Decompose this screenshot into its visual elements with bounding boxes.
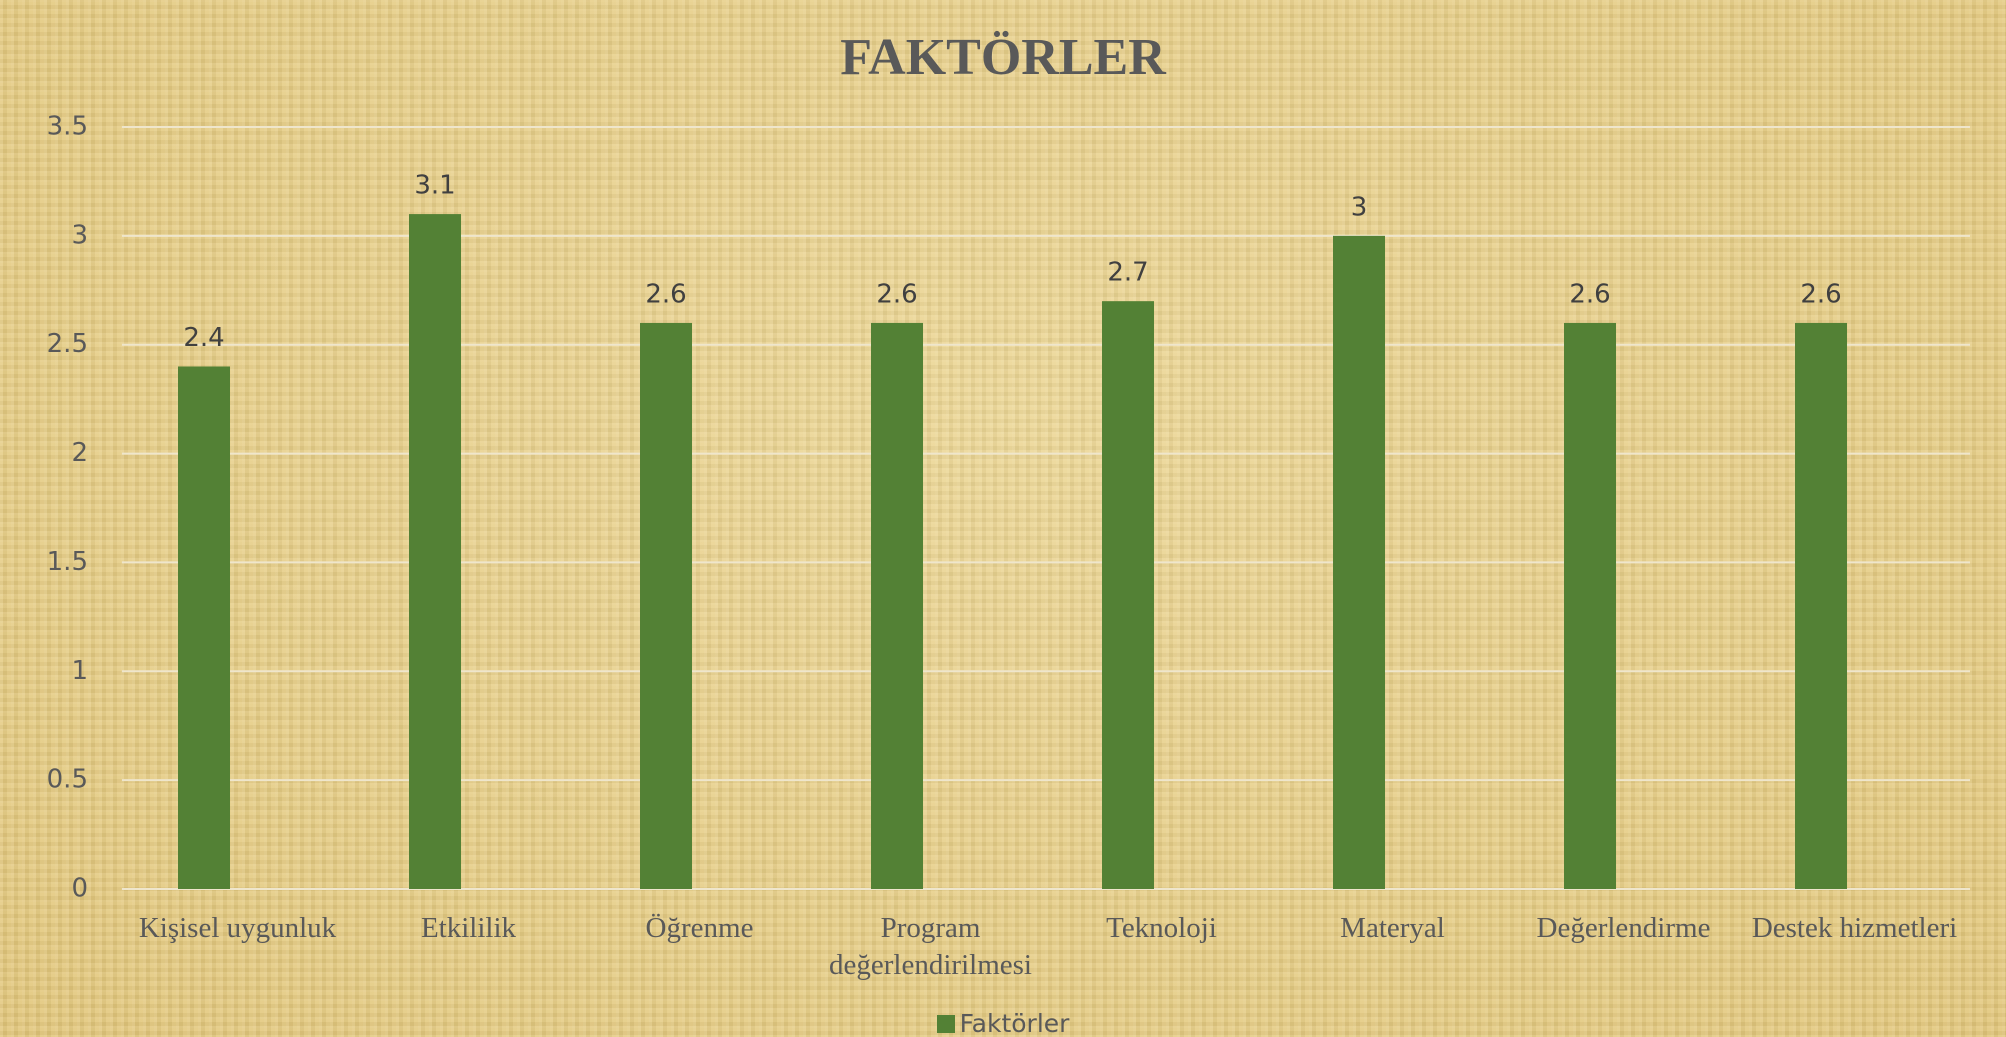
x-tick-label: Etkililik bbox=[420, 912, 517, 944]
data-label: 3.1 bbox=[414, 171, 455, 201]
x-tick-label: Program değerlendirilmesi bbox=[829, 912, 1032, 981]
data-label: 2.7 bbox=[1107, 258, 1148, 288]
y-tick-label: 2 bbox=[71, 438, 88, 468]
data-label: 2.6 bbox=[876, 279, 917, 309]
x-tick-label: Destek hizmetleri bbox=[1751, 912, 1958, 944]
legend: Faktörler bbox=[0, 1009, 2006, 1037]
y-tick-label: 0.5 bbox=[47, 765, 88, 795]
y-tick-label: 3.5 bbox=[47, 112, 88, 142]
bar bbox=[640, 322, 693, 889]
bar bbox=[1333, 235, 1386, 889]
x-tick-label: Materyal bbox=[1340, 912, 1445, 944]
bar bbox=[1795, 322, 1848, 889]
bar bbox=[409, 214, 462, 890]
data-label: 3 bbox=[1351, 192, 1368, 222]
x-tick-label: Kişisel uygunluk bbox=[138, 912, 337, 944]
data-label: 2.6 bbox=[645, 279, 686, 309]
y-tick-label: 1 bbox=[71, 656, 88, 686]
y-tick-label: 2.5 bbox=[47, 329, 88, 359]
bar bbox=[1102, 301, 1155, 890]
bar bbox=[1564, 322, 1617, 889]
bar bbox=[871, 322, 924, 889]
legend-swatch bbox=[936, 1015, 955, 1033]
y-tick-label: 1.5 bbox=[47, 547, 88, 577]
bar bbox=[178, 366, 231, 889]
data-label: 2.4 bbox=[183, 323, 224, 353]
chart-title: FAKTÖRLER bbox=[840, 29, 1166, 86]
y-tick-label: 3 bbox=[71, 220, 88, 250]
legend-label: Faktörler bbox=[959, 1009, 1070, 1037]
data-label: 2.6 bbox=[1800, 279, 1841, 309]
x-tick-label: Değerlendirme bbox=[1536, 912, 1711, 944]
data-label: 2.6 bbox=[1569, 279, 1610, 309]
x-tick-label: Teknoloji bbox=[1106, 912, 1217, 944]
y-tick-label: 0 bbox=[71, 874, 88, 904]
x-tick-label: Öğrenme bbox=[645, 912, 754, 944]
